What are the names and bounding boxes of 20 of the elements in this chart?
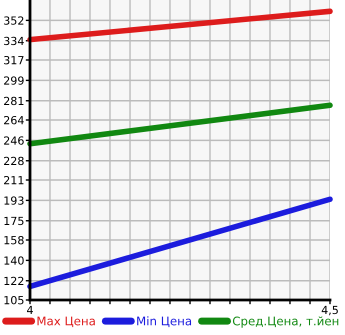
y-tick-label: 352 — [4, 16, 24, 25]
x-tick-label: 4 — [27, 306, 33, 314]
y-tick-label: 122 — [4, 276, 24, 285]
y-tick-label: 246 — [4, 136, 24, 145]
y-tick-label: 211 — [4, 176, 24, 184]
legend-label: Max Цена — [38, 316, 95, 328]
y-tick-label: 228 — [4, 156, 24, 166]
y-tick-label: 281 — [4, 96, 24, 106]
legend-label: Min Цена — [137, 316, 192, 328]
y-tick-label: 175 — [4, 216, 24, 226]
y-tick-label: 317 — [4, 56, 24, 64]
legend-label: Сред.Цена, т.йен — [232, 316, 338, 328]
y-tick-label: 140 — [4, 256, 24, 265]
y-tick-label: 193 — [4, 196, 24, 205]
x-tick-label: 4,5 — [322, 306, 338, 316]
y-tick-label: 105 — [4, 296, 24, 304]
y-tick-label: 158 — [4, 236, 24, 244]
y-tick-label: 299 — [4, 76, 24, 85]
y-tick-label: 334 — [4, 36, 24, 46]
y-tick-label: 264 — [4, 116, 24, 124]
